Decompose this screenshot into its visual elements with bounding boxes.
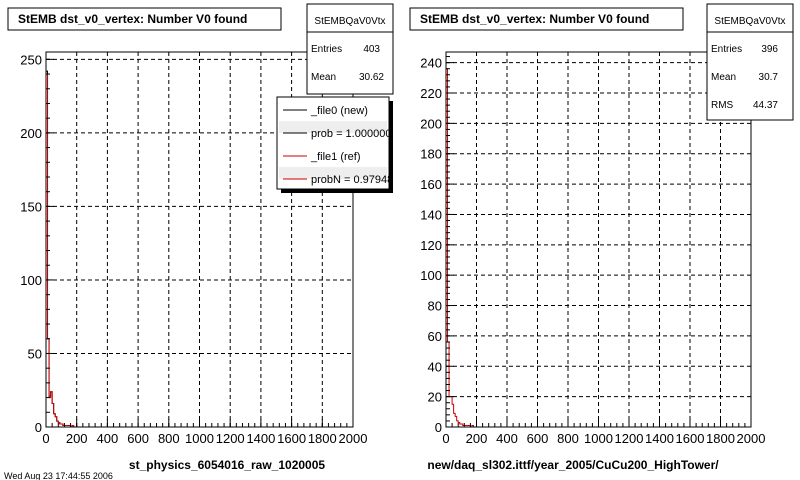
right-y-tick-label: 140 xyxy=(420,207,442,222)
left-stats-entries-label: Entries xyxy=(311,44,342,55)
right-x-tick-label: 1800 xyxy=(706,431,735,446)
right-y-tick-label: 120 xyxy=(420,238,442,253)
right-stats-box: StEMBQaV0Vtx Entries 396 Mean 30.7 RMS 4… xyxy=(706,3,794,121)
legend-label-prob: prob = 1.000000 xyxy=(311,128,391,140)
left-stats-box: StEMBQaV0Vtx Entries 403 Mean 30.62 xyxy=(306,3,394,95)
right-y-tick-label: 240 xyxy=(420,56,442,71)
right-stats-entries-label: Entries xyxy=(711,44,742,55)
right-y-tick-label: 80 xyxy=(428,299,442,314)
right-x-axis: 0 200 400 600 800 1000 1200 1400 1600 1800 2000 xyxy=(442,419,765,446)
right-stats-rms-value: 44.37 xyxy=(753,100,778,111)
right-x-tick-label: 200 xyxy=(466,431,488,446)
left-y-axis: 0 50 100 150 200 250 xyxy=(20,52,54,435)
right-y-tick-label: 100 xyxy=(420,268,442,283)
right-x-tick-label: 1200 xyxy=(615,431,644,446)
left-y-tick-label: 250 xyxy=(20,52,42,67)
left-y-tick-label: 0 xyxy=(35,420,42,435)
right-y-tick-label: 220 xyxy=(420,86,442,101)
right-x-tick-label: 600 xyxy=(527,431,549,446)
left-title: StEMB dst_v0_vertex: Number V0 found xyxy=(18,12,247,26)
legend-label-new: _file0 (new) xyxy=(310,105,368,117)
left-x-tick-label: 1000 xyxy=(185,431,214,446)
left-pad: StEMB dst_v0_vertex: Number V0 found 0 50… xyxy=(7,3,399,472)
legend-label-ref: _file1 (ref) xyxy=(310,151,361,163)
left-y-tick-label: 150 xyxy=(20,199,42,214)
right-y-tick-label: 180 xyxy=(420,147,442,162)
left-x-tick-label: 0 xyxy=(42,431,49,446)
left-x-axis: 0 200 400 600 800 1000 1200 1400 1600 1800 2000 xyxy=(42,419,367,446)
left-x-tick-label: 1600 xyxy=(277,431,306,446)
left-x-tick-label: 400 xyxy=(97,431,119,446)
left-y-tick-label: 100 xyxy=(20,273,42,288)
left-stats-entries-value: 403 xyxy=(363,44,380,55)
right-y-tick-label: 160 xyxy=(420,177,442,192)
left-y-tick-label: 200 xyxy=(20,126,42,141)
right-y-tick-label: 200 xyxy=(420,116,442,131)
right-y-tick-label: 0 xyxy=(435,420,442,435)
right-stats-entries-value: 396 xyxy=(761,44,778,55)
right-x-tick-label: 1600 xyxy=(676,431,705,446)
right-y-tick-label: 40 xyxy=(428,359,442,374)
left-x-tick-label: 600 xyxy=(127,431,149,446)
right-y-axis: 0 20 40 60 80 100 120 140 160 180 200 220 240 xyxy=(420,56,454,435)
left-y-tick-label: 50 xyxy=(28,346,42,361)
right-x-tick-label: 1400 xyxy=(645,431,674,446)
left-x-tick-label: 800 xyxy=(158,431,180,446)
right-x-tick-label: 400 xyxy=(496,431,518,446)
right-stats-name: StEMBQaV0Vtx xyxy=(714,16,785,27)
right-x-tick-label: 1000 xyxy=(584,431,613,446)
left-x-tick-label: 2000 xyxy=(339,431,368,446)
right-x-tick-label: 800 xyxy=(557,431,579,446)
left-x-tick-label: 200 xyxy=(66,431,88,446)
right-x-axis-label: new/daq_sl302.ittf/year_2005/CuCu200_Hig… xyxy=(427,458,719,472)
left-stats-name: StEMBQaV0Vtx xyxy=(314,16,385,27)
right-y-tick-label: 60 xyxy=(428,329,442,344)
right-x-tick-label: 2000 xyxy=(737,431,766,446)
right-x-tick-label: 0 xyxy=(442,431,449,446)
right-y-tick-label: 20 xyxy=(428,390,442,405)
left-x-tick-label: 1200 xyxy=(216,431,245,446)
right-title-box xyxy=(409,7,684,31)
right-stats-rms-label: RMS xyxy=(711,100,734,111)
legend-label-probn: probN = 0.979487 xyxy=(311,174,399,186)
footer-timestamp: Wed Aug 23 17:44:55 2006 xyxy=(4,471,113,480)
right-title: StEMB dst_v0_vertex: Number V0 found xyxy=(420,12,649,26)
left-x-tick-label: 1400 xyxy=(246,431,275,446)
right-pad: StEMB dst_v0_vertex: Number V0 found 0 20… xyxy=(409,3,794,472)
left-stats-mean-value: 30.62 xyxy=(359,72,384,83)
right-stats-mean-value: 30.7 xyxy=(759,72,779,83)
right-grid xyxy=(446,52,751,427)
left-title-box xyxy=(7,7,282,31)
right-stats-mean-label: Mean xyxy=(711,72,736,83)
left-stats-mean-label: Mean xyxy=(311,72,336,83)
left-x-axis-label: st_physics_6054016_raw_1020005 xyxy=(129,458,325,472)
left-legend: _file0 (new) prob = 1.000000 _file1 (ref… xyxy=(276,96,399,193)
left-x-tick-label: 1800 xyxy=(308,431,337,446)
